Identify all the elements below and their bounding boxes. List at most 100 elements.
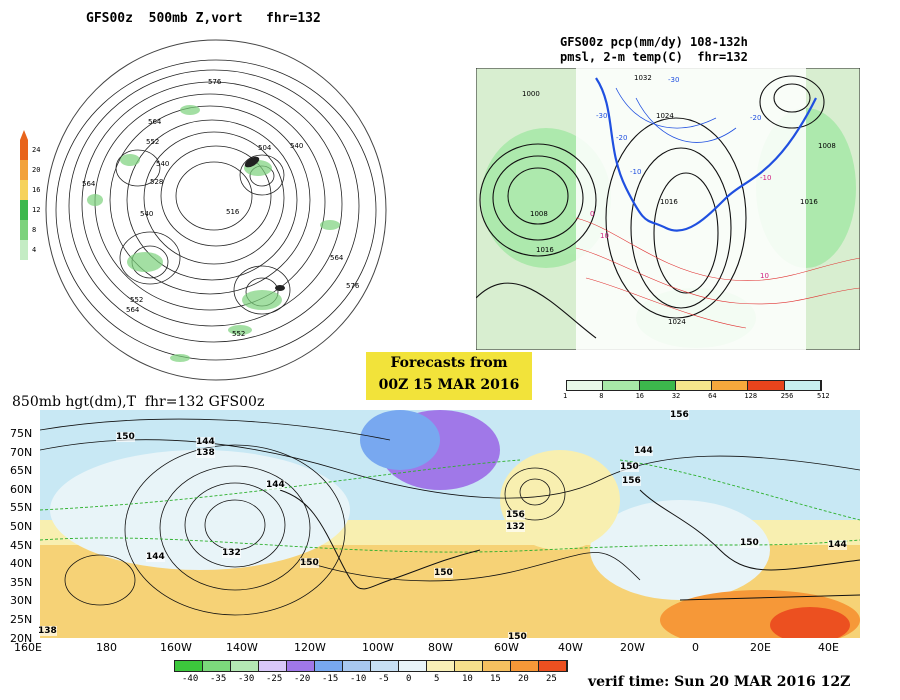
namerica-contour-label: -30 xyxy=(668,76,680,84)
polar-contour-label: 564 xyxy=(148,118,162,126)
polar-contour-label: 552 xyxy=(130,296,144,304)
hemispheric-colorbar-label: 10 xyxy=(462,674,473,684)
longitude-label: 120W xyxy=(294,641,326,654)
namerica-colorbar-label: 64 xyxy=(708,392,717,400)
polar-contour-label: 564 xyxy=(82,180,96,188)
latitude-label: 30N xyxy=(10,594,33,608)
polar-map-boundary xyxy=(45,39,387,381)
hemispheric-colorbar-swatches xyxy=(174,660,568,672)
height-contour-label: 144 xyxy=(146,552,165,562)
hemispheric-colorbar-swatch xyxy=(511,661,539,671)
hemispheric-colorbar-swatch xyxy=(399,661,427,671)
longitude-label: 0 xyxy=(692,641,699,654)
namerica-contour-label: 1024 xyxy=(656,112,674,120)
hemispheric-colorbar-label: 0 xyxy=(406,674,412,684)
polar-colorbar-swatch xyxy=(20,240,28,260)
namerica-colorbar-label: 256 xyxy=(780,392,794,400)
polar-colorbar xyxy=(20,130,28,260)
namerica-contour-label: 10 xyxy=(600,232,609,240)
namerica-contour-label: -10 xyxy=(760,174,772,182)
height-contour-label: 138 xyxy=(196,448,215,458)
longitude-label: 180 xyxy=(96,641,117,654)
namerica-contour-label: -20 xyxy=(750,114,762,122)
polar-colorbar-label: 8 xyxy=(32,226,37,234)
namerica-colorbar-swatch xyxy=(675,381,713,390)
namerica-freezing-line xyxy=(595,77,817,232)
namerica-contour-label: -20 xyxy=(616,134,628,142)
polar-colorbar-label: 16 xyxy=(32,186,41,194)
namerica-colorbar-swatch xyxy=(639,381,676,390)
hemispheric-colorbar-swatch xyxy=(175,661,203,671)
namerica-colorbar-label: 128 xyxy=(744,392,758,400)
hemispheric-colorbar-swatch xyxy=(427,661,455,671)
namerica-contour-label: 0 xyxy=(590,210,595,218)
polar-contour-label: 516 xyxy=(226,208,240,216)
latitude-label: 70N xyxy=(10,445,33,459)
namerica-temperature-contours xyxy=(575,217,860,329)
polar-contour-label: 504 xyxy=(258,144,272,152)
hemispheric-colorbar-swatch xyxy=(539,661,567,671)
forecast-banner: Forecasts from 00Z 15 MAR 2016 xyxy=(366,352,532,400)
namerica-contour-label: -30 xyxy=(596,112,608,120)
polar-colorbar-swatch xyxy=(20,200,28,220)
namerica-colorbar-swatches xyxy=(566,380,822,391)
hemispheric-colorbar-swatch xyxy=(483,661,511,671)
hemispheric-colorbar-label: -40 xyxy=(182,674,199,684)
hemispheric-colorbar-swatch xyxy=(259,661,287,671)
hemispheric-coastlines xyxy=(279,489,860,601)
namerica-title-line1: GFS00z pcp(mm/dy) 108-132h xyxy=(560,35,748,49)
hemispheric-colorbar-label: -20 xyxy=(294,674,311,684)
namerica-contour-label: -10 xyxy=(630,168,642,176)
namerica-contour-label: 1016 xyxy=(800,198,818,206)
polar-panel-title: GFS00z 500mb Z,vort fhr=132 xyxy=(86,11,321,26)
longitude-label: 20E xyxy=(750,641,771,654)
latitude-label: 20N xyxy=(10,631,33,645)
polar-contour-label: 576 xyxy=(208,78,222,86)
height-contour-label: 150 xyxy=(620,462,639,472)
height-contour-label: 150 xyxy=(116,432,135,442)
polar-contour-label: 576 xyxy=(346,282,360,290)
latitude-label: 35N xyxy=(10,575,33,589)
hemispheric-colorbar-swatch xyxy=(371,661,399,671)
longitude-label: 160E xyxy=(14,641,42,654)
polar-colorbar-label: 20 xyxy=(32,166,41,174)
namerica-contour-label: 1024 xyxy=(668,318,686,326)
height-contour-label: 144 xyxy=(634,446,653,456)
polar-contour-label: 528 xyxy=(150,178,164,186)
polar-contour-label: 552 xyxy=(146,138,160,146)
height-contour-label: 150 xyxy=(300,558,319,568)
polar-contour-label: 552 xyxy=(232,330,246,338)
namerica-colorbar-swatch xyxy=(603,381,640,390)
polar-colorbar-label: 4 xyxy=(32,246,37,254)
polar-colorbar-swatch xyxy=(20,180,28,200)
height-contour-label: 144 xyxy=(828,540,847,550)
polar-contour-label: 540 xyxy=(140,210,154,218)
polar-contour-label: 540 xyxy=(290,142,304,150)
namerica-isobars xyxy=(476,75,825,339)
hemispheric-colorbar-label: -10 xyxy=(350,674,367,684)
polar-height-contours xyxy=(55,59,377,361)
hemispheric-colorbar: -40 -35 -30 -25 -20 -15 -10 -5 0 5 10 15 20 25 xyxy=(174,660,568,684)
height-contour-label: 150 xyxy=(740,538,759,548)
namerica-title-line2: pmsl, 2-m temp(C) fhr=132 xyxy=(560,50,748,64)
namerica-colorbar: 1 8 16 32 64 128 256 512 xyxy=(563,380,830,401)
forecast-banner-line2: 00Z 15 MAR 2016 xyxy=(378,377,520,393)
hemispheric-colorbar-labels: -40 -35 -30 -25 -20 -15 -10 -5 0 5 10 15 20 25 xyxy=(174,672,566,684)
latitude-label: 45N xyxy=(10,538,33,552)
hemispheric-title: 850mb hgt(dm),T fhr=132 GFS00z xyxy=(12,394,265,410)
namerica-map xyxy=(476,68,860,350)
height-contour-label: 156 xyxy=(670,410,689,420)
height-contour-label: 138 xyxy=(38,626,57,636)
longitude-label: 40E xyxy=(818,641,839,654)
namerica-colorbar-swatch xyxy=(567,381,604,390)
polar-colorbar-cap xyxy=(20,130,28,140)
longitude-label: 20W xyxy=(620,641,645,654)
forecast-banner-line1: Forecasts from xyxy=(390,355,508,371)
namerica-colorbar-labels: 1 8 16 32 64 128 256 512 xyxy=(563,391,830,401)
polar-land-lows xyxy=(244,156,285,291)
hemispheric-colorbar-swatch xyxy=(455,661,483,671)
namerica-contour-label: 1032 xyxy=(634,74,652,82)
polar-colorbar-swatch xyxy=(20,160,28,180)
namerica-colorbar-label: 512 xyxy=(817,392,830,400)
polar-colorbar-swatch xyxy=(20,140,28,160)
